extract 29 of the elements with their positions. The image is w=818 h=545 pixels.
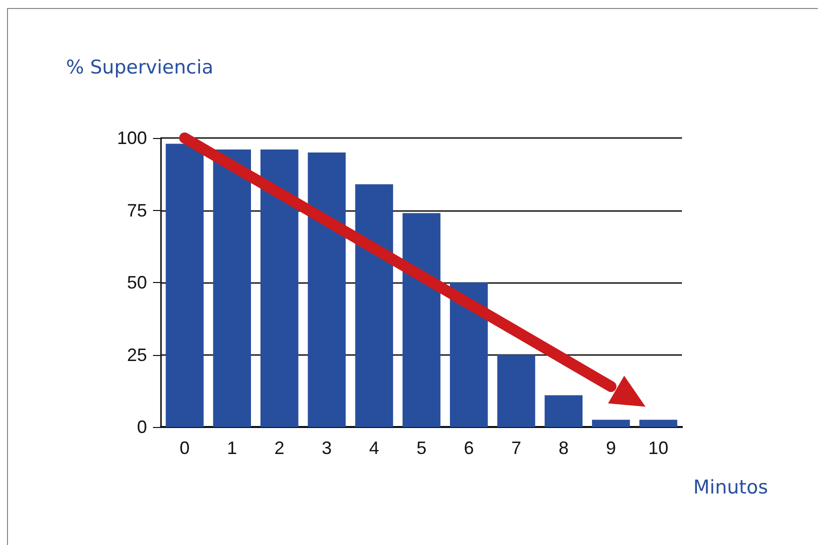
y-tick-label: 50: [126, 272, 147, 292]
bar: [308, 152, 346, 427]
x-tick-label: 9: [606, 438, 616, 458]
bar: [355, 184, 394, 427]
bar: [497, 354, 536, 427]
x-tick-label: 5: [416, 438, 427, 458]
bar: [450, 282, 488, 427]
x-tick-label: 4: [369, 438, 380, 458]
y-tick-label: 75: [126, 200, 147, 220]
x-tick-label: 2: [274, 438, 284, 458]
bar: [592, 420, 630, 427]
x-tick-label: 7: [511, 438, 522, 458]
bar: [213, 150, 251, 427]
bar: [402, 213, 440, 427]
y-tick-label: 0: [136, 417, 147, 437]
x-tick-label: 3: [322, 438, 332, 458]
y-tick-label: 100: [116, 128, 147, 148]
y-axis-title: % Superviencia: [66, 56, 214, 78]
bar: [166, 144, 204, 427]
bar: [260, 150, 298, 427]
x-tick-label: 6: [464, 438, 474, 458]
x-tick-label: 8: [558, 438, 569, 458]
y-tick-label: 25: [126, 344, 147, 365]
x-tick-label: 10: [648, 438, 668, 458]
x-axis-title: Minutos: [693, 476, 768, 498]
x-tick-label: 1: [227, 438, 238, 458]
bar: [639, 420, 678, 427]
bar: [544, 395, 583, 427]
x-tick-label: 0: [180, 438, 190, 458]
